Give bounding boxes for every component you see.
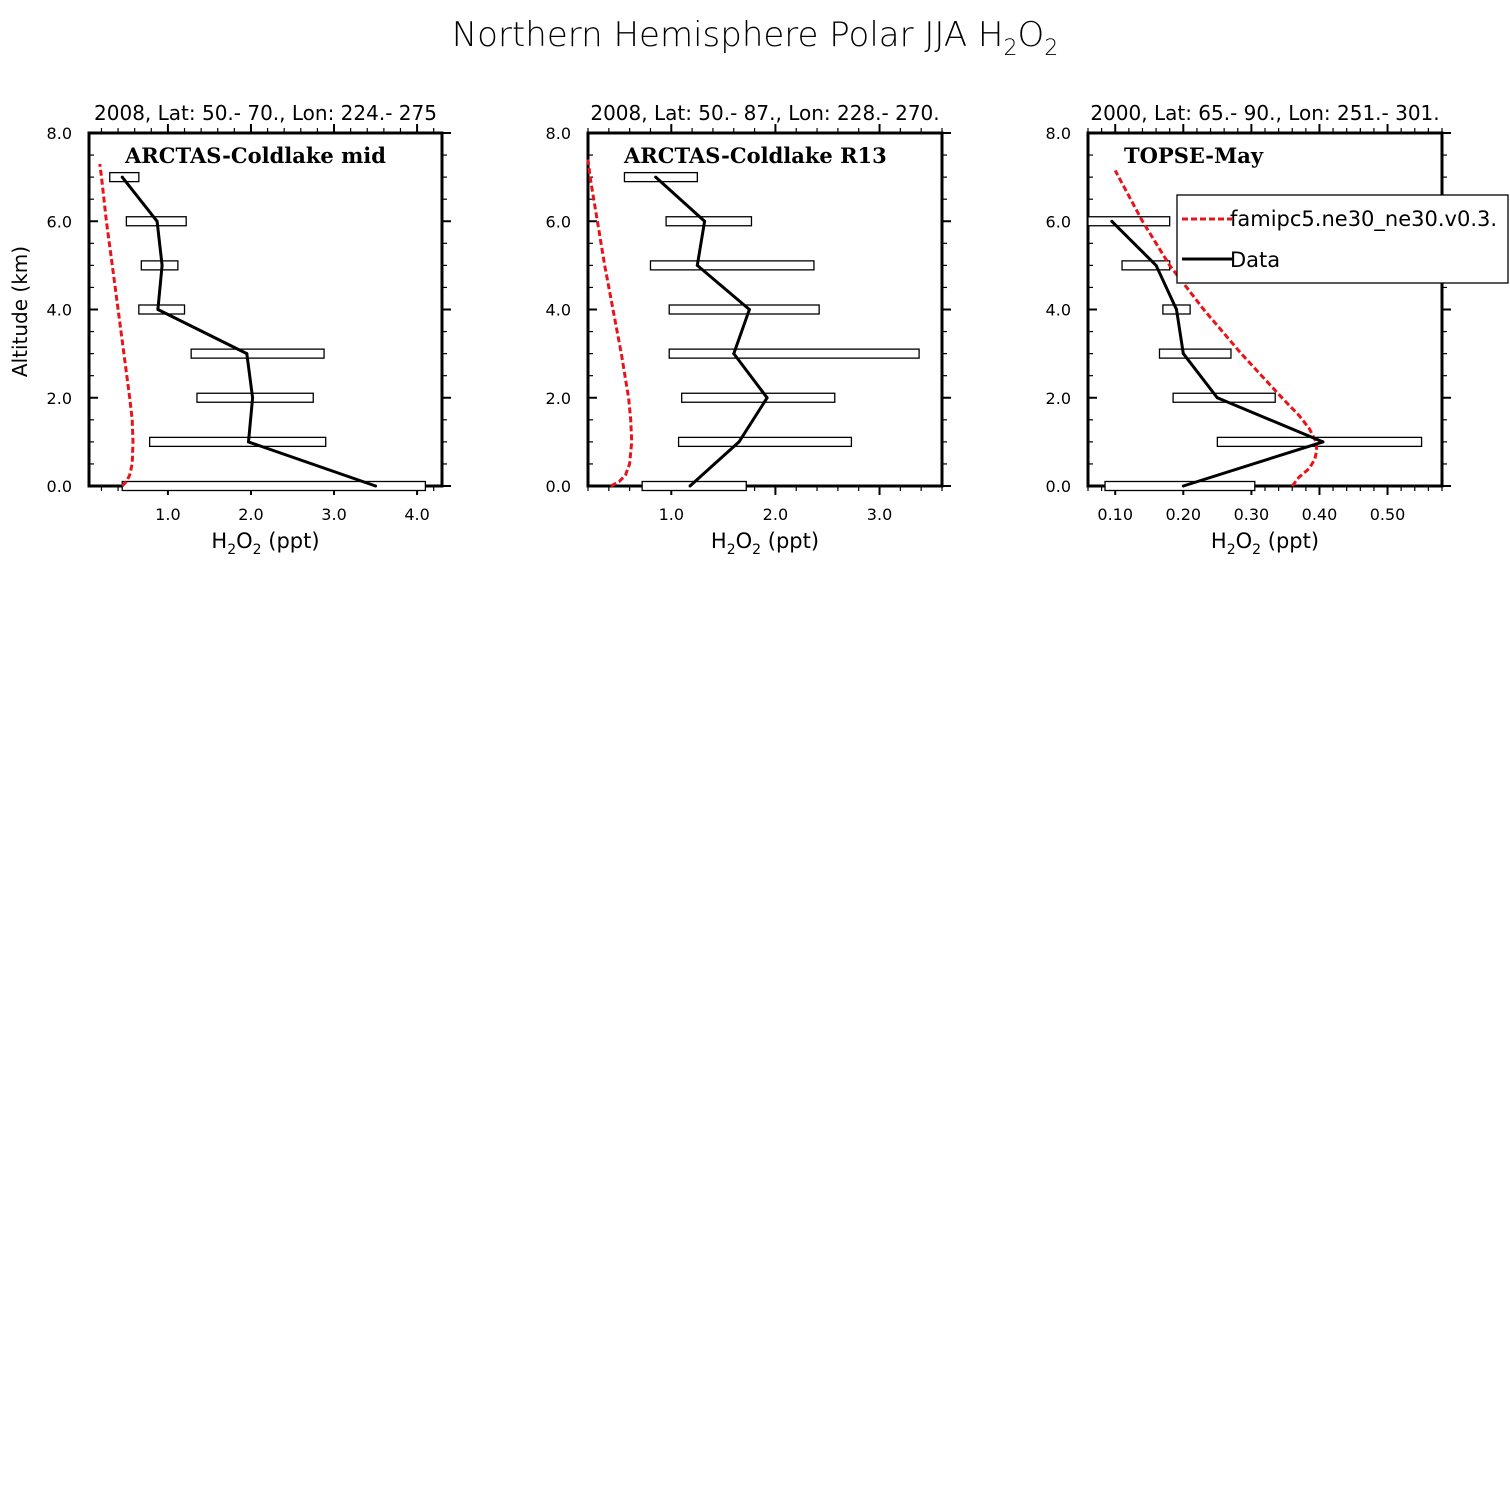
data-range-box <box>196 392 314 403</box>
x-axis-label: H2O2 (ppt) <box>1211 529 1319 558</box>
legend-data-label: Data <box>1230 248 1280 272</box>
x-tick-label: 2.0 <box>763 505 788 524</box>
data-point <box>737 440 741 444</box>
y-tick-label: 8.0 <box>47 124 72 143</box>
y-tick-label: 6.0 <box>47 212 72 231</box>
panel-region-label: 2008, Lat: 50.- 87., Lon: 228.- 270. <box>590 101 939 125</box>
y-tick-label: 4.0 <box>546 301 571 320</box>
panel-label: TOPSE-May <box>1124 143 1264 168</box>
data-point <box>1110 219 1114 223</box>
data-point <box>156 308 160 311</box>
y-tick-label: 4.0 <box>1046 301 1071 320</box>
y-tick-label: 6.0 <box>546 212 571 231</box>
x-tick-label: 1.0 <box>659 505 684 524</box>
plot-frame <box>1086 131 1444 488</box>
figure-title: Northern Hemisphere Polar JJA H2O2 <box>452 15 1059 61</box>
model-series-line <box>586 159 634 488</box>
data-range-box <box>190 348 325 359</box>
data-range-box <box>140 260 179 271</box>
legend-box <box>1176 194 1509 284</box>
panel-1: 2008, Lat: 50.- 70., Lon: 224.- 275 0.0 2.… <box>8 101 451 558</box>
y-tick-label: 0.0 <box>546 477 571 496</box>
panel-label: ARCTAS-Coldlake R13 <box>623 143 887 168</box>
data-point <box>251 396 255 400</box>
panel-label: ARCTAS-Coldlake mid <box>124 143 386 168</box>
x-axis-label: H2O2 (ppt) <box>211 529 319 558</box>
model-series-line <box>1113 169 1319 487</box>
data-series-line <box>121 176 377 488</box>
data-range-box <box>121 480 427 492</box>
y-tick-label: 2.0 <box>47 389 72 408</box>
data-point <box>120 175 124 179</box>
data-point <box>1181 352 1185 356</box>
panel-region-label: 2000, Lat: 65.- 90., Lon: 251.- 301. <box>1090 101 1439 125</box>
data-point <box>1321 440 1325 444</box>
y-tick-label: 8.0 <box>546 124 571 143</box>
data-point <box>1215 396 1219 400</box>
data-point <box>1175 308 1178 311</box>
data-range-box <box>681 392 836 403</box>
y-tick-label: 6.0 <box>1046 212 1071 231</box>
data-point <box>374 484 378 488</box>
data-range-box <box>665 216 753 227</box>
y-tick-label: 0.0 <box>1046 477 1071 496</box>
data-point <box>695 263 699 267</box>
data-range-box <box>1121 260 1171 271</box>
x-tick-label: 2.0 <box>238 505 263 524</box>
x-tick-label: 0.40 <box>1302 505 1338 524</box>
data-range-box <box>1158 348 1232 359</box>
data-range-box <box>668 348 920 359</box>
data-point <box>155 219 159 223</box>
data-point <box>1154 263 1158 267</box>
data-point <box>1181 484 1185 488</box>
x-tick-label: 0.10 <box>1097 505 1133 524</box>
data-range-box <box>649 260 815 271</box>
y-axis-label: Altitude (km) <box>8 246 32 377</box>
y-tick-label: 2.0 <box>546 389 571 408</box>
x-tick-label: 0.50 <box>1370 505 1406 524</box>
panels: 2008, Lat: 50.- 70., Lon: 224.- 275 0.0 2.… <box>8 101 1451 558</box>
x-tick-label: 1.0 <box>155 505 180 524</box>
x-tick-label: 3.0 <box>321 505 346 524</box>
data-point <box>246 440 250 444</box>
legend-model-label: famipc5.ne30_ne30.v0.3. <box>1230 207 1497 232</box>
data-range-box <box>148 436 327 448</box>
x-axis-label: H2O2 (ppt) <box>711 529 819 558</box>
y-tick-label: 2.0 <box>1046 389 1071 408</box>
y-tick-label: 0.0 <box>47 477 72 496</box>
data-point <box>654 175 658 179</box>
data-series-line <box>654 175 769 488</box>
data-range-box <box>677 436 853 448</box>
data-point <box>688 484 692 488</box>
x-tick-label: 0.30 <box>1234 505 1270 524</box>
x-tick-label: 0.20 <box>1165 505 1201 524</box>
model-series-line <box>98 163 135 488</box>
panel-2: 2008, Lat: 50.- 87., Lon: 228.- 270. 0.0 2… <box>546 101 951 558</box>
data-point <box>747 308 751 311</box>
legend: famipc5.ne30_ne30.v0.3. Data <box>1176 194 1509 284</box>
panel-region-label: 2008, Lat: 50.- 70., Lon: 224.- 275 <box>94 101 437 125</box>
data-range-box <box>1104 480 1256 492</box>
y-tick-label: 4.0 <box>47 301 72 320</box>
data-range-box <box>138 304 186 315</box>
x-tick-label: 4.0 <box>404 505 429 524</box>
y-tick-label: 8.0 <box>1046 124 1071 143</box>
data-point <box>160 263 164 267</box>
data-range-box <box>1087 216 1171 227</box>
panel-3: 2000, Lat: 65.- 90., Lon: 251.- 301. 0.0 2… <box>1046 101 1451 558</box>
data-point <box>703 219 707 223</box>
data-point <box>245 352 249 356</box>
data-point <box>765 396 769 400</box>
x-tick-label: 3.0 <box>867 505 892 524</box>
data-point <box>732 352 736 356</box>
